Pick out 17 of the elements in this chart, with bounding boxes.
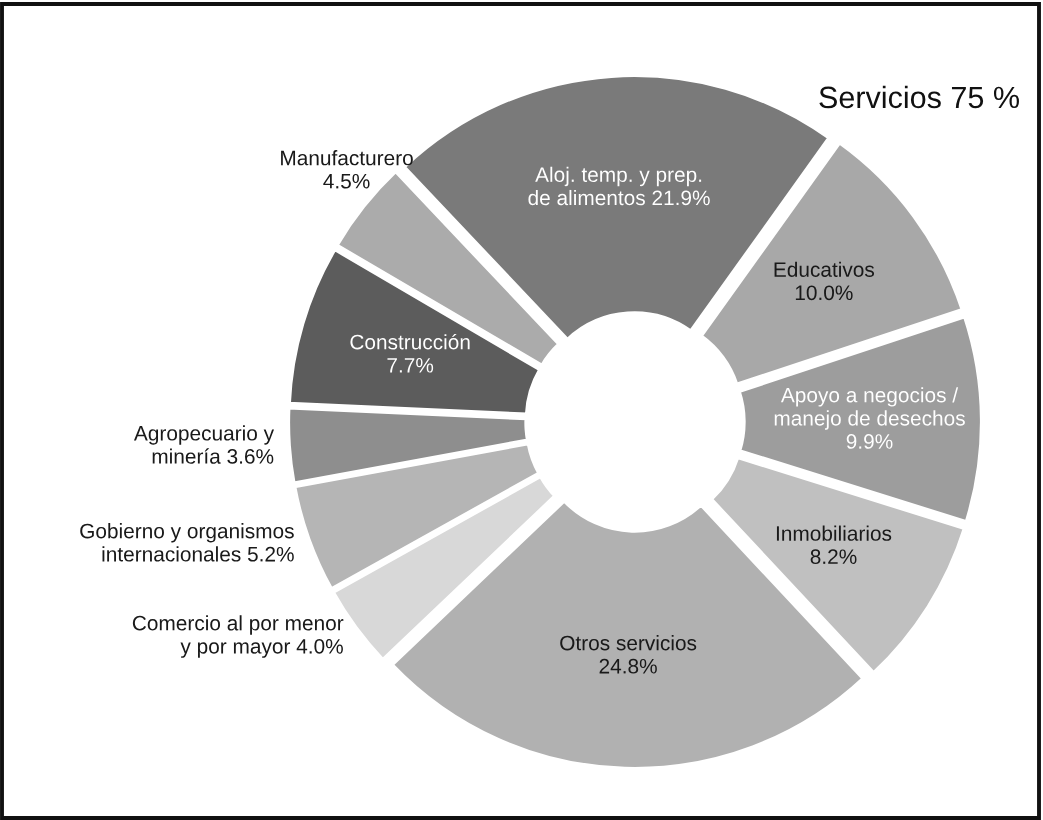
slice-label: Apoyo a negocios / manejo de desechos bbox=[774, 387, 965, 430]
slice-label: Aloj. temp. y prep. de alimentos 21.9% bbox=[528, 166, 710, 206]
slice-label: Agropecuario y minería 3.6% bbox=[133, 425, 275, 464]
slice-label: Educativos bbox=[774, 261, 875, 277]
slice-label: Manufacturero bbox=[281, 150, 413, 166]
slice-label: Comercio al por menor y por mayor 4.0% bbox=[132, 615, 344, 658]
slice-label: Construcción bbox=[350, 333, 470, 350]
slice-label: Inmobiliarios bbox=[776, 525, 892, 541]
slice-label: Gobierno y organismos internacionales 5.2% bbox=[80, 523, 294, 562]
data-label: 8.2% bbox=[810, 549, 857, 565]
data-label: 4.5% bbox=[323, 173, 370, 189]
data-label: 24.8% bbox=[599, 658, 657, 674]
data-label: 7.7% bbox=[387, 358, 434, 373]
data-label: 10.0% bbox=[795, 285, 853, 301]
data-label: 9.9% bbox=[846, 434, 893, 449]
slice-label: Otros servicios bbox=[560, 635, 697, 651]
text: Servicios 75 % bbox=[819, 85, 1019, 109]
